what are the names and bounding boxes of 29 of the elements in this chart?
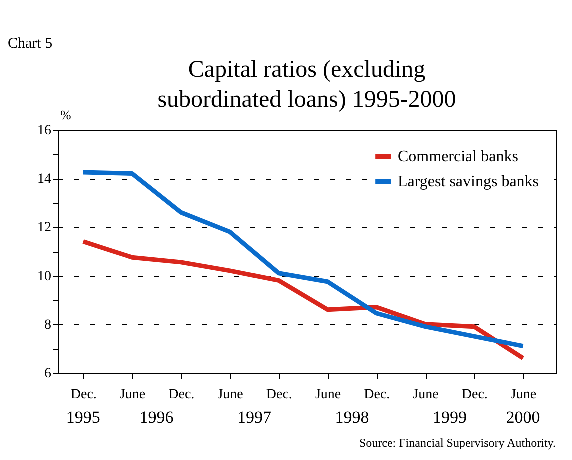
y-tick-label: 14 (38, 172, 52, 188)
x-tick-label: Dec. (70, 388, 97, 402)
x-tick-label: Dec. (462, 388, 488, 402)
y-tick-label: 12 (38, 220, 52, 236)
x-tick-label: June (120, 388, 146, 402)
text: 1995 (66, 408, 100, 427)
chart-title: Capital ratios (excluding subordinated loans) 1995-2000 (158, 57, 456, 113)
text: 1996 (140, 408, 174, 427)
y-axis-title: % (60, 108, 72, 122)
text: 1998 (335, 408, 370, 427)
y-tick-label: 8 (44, 318, 52, 333)
x-tick-label: June (413, 388, 439, 402)
text: 1997 (237, 408, 272, 427)
text: 1999 (432, 408, 467, 427)
x-tick-label: June (510, 388, 537, 402)
x-tick-label: Dec. (266, 388, 292, 402)
x-tick-label: Dec. (168, 388, 195, 402)
y-tick-label: 6 (44, 366, 52, 382)
legend-label: Commercial banks (398, 148, 518, 166)
x-tick-label: June (218, 388, 244, 402)
caption: Chart 5 (8, 36, 53, 52)
line-series (81, 240, 526, 361)
x-tick-label: Dec. (364, 388, 390, 402)
text: 2000 (506, 408, 540, 427)
y-tick-label: 16 (38, 124, 52, 138)
y-tick-label: 10 (38, 269, 52, 284)
source-note: Source: Financial Supervisory Authority. (359, 436, 556, 450)
legend-label: Largest savings banks (398, 174, 540, 190)
x-tick-label: June (315, 388, 342, 402)
